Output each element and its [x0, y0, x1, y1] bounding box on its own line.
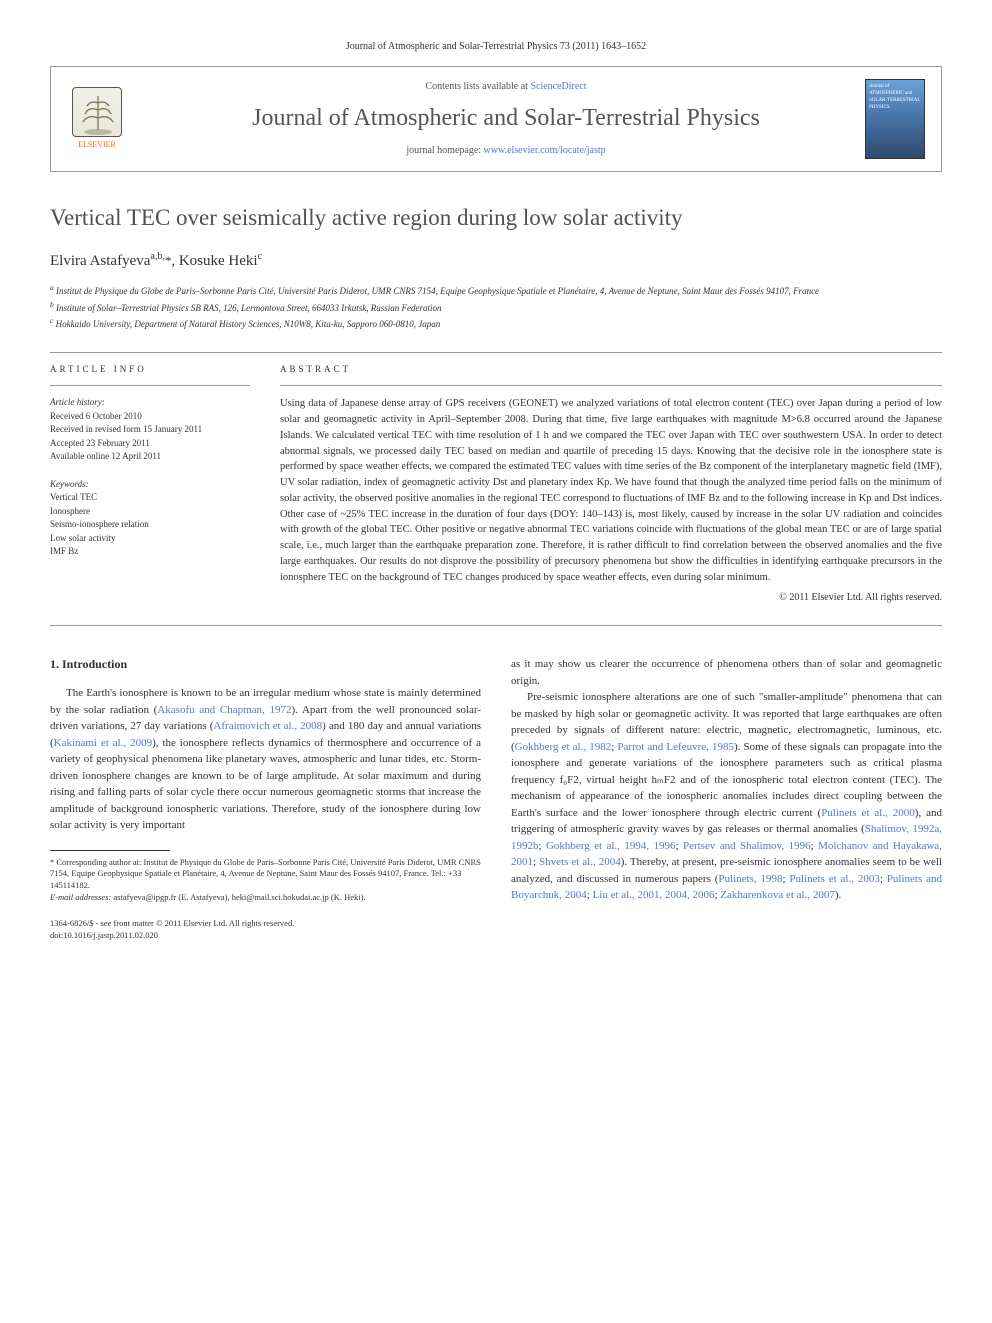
- author-2: Kosuke Heki: [179, 253, 258, 269]
- received-date: Received 6 October 2010: [50, 410, 250, 424]
- revised-date: Received in revised form 15 January 2011: [50, 423, 250, 437]
- corresp-label: * Corresponding author at:: [50, 857, 143, 867]
- affiliation-a: a Institut de Physique du Globe de Paris…: [50, 282, 942, 299]
- ref-liu[interactable]: Liu et al., 2001, 2004, 2006: [593, 889, 715, 901]
- article-title: Vertical TEC over seismically active reg…: [50, 202, 942, 234]
- sciencedirect-link[interactable]: ScienceDirect: [530, 81, 586, 92]
- journal-header-box: ELSEVIER Contents lists available at Sci…: [50, 66, 942, 172]
- author-1-affil: a,b,: [150, 251, 164, 262]
- copyright-line: © 2011 Elsevier Ltd. All rights reserved…: [280, 591, 942, 605]
- keyword-5: IMF Bz: [50, 545, 250, 559]
- elsevier-logo: ELSEVIER: [67, 84, 127, 154]
- ref-pertsev[interactable]: Pertsev and Shalimov, 1996: [683, 840, 811, 852]
- homepage-prefix: journal homepage:: [406, 145, 483, 156]
- col2-p1: as it may show us clearer the occurrence…: [511, 656, 942, 689]
- ref-afraimovich[interactable]: Afraimovich et al., 2008: [213, 720, 322, 732]
- ref-pulinets-2003[interactable]: Pulinets et al., 2003: [789, 873, 879, 885]
- ref-zakharenkova[interactable]: Zakharenkova et al., 2007: [720, 889, 835, 901]
- abstract-divider: [280, 385, 942, 386]
- keyword-2: Ionosphere: [50, 505, 250, 519]
- email-footnote: E-mail addresses: astafyeva@ipgp.fr (E. …: [50, 892, 481, 904]
- email-1[interactable]: astafyeva@ipgp.fr (E. Astafyeva): [113, 892, 227, 902]
- elsevier-label: ELSEVIER: [78, 139, 116, 150]
- history-label: Article history:: [50, 396, 250, 410]
- ref-kakinami[interactable]: Kakinami et al., 2009: [54, 737, 152, 749]
- affiliation-c: c Hokkaido University, Department of Nat…: [50, 315, 942, 332]
- article-history: Article history: Received 6 October 2010…: [50, 396, 250, 464]
- divider-bottom: [50, 625, 942, 626]
- keywords-label: Keywords:: [50, 478, 250, 492]
- author-1: Elvira Astafyeva: [50, 253, 150, 269]
- ref-gokhberg-1982[interactable]: Gokhberg et al., 1982: [515, 741, 612, 753]
- abstract-text: Using data of Japanese dense array of GP…: [280, 396, 942, 585]
- affiliation-b: b Institute of Solar–Terrestrial Physics…: [50, 299, 942, 316]
- ref-gokhberg-1994[interactable]: Gokhberg et al., 1994, 1996: [546, 840, 676, 852]
- contents-prefix: Contents lists available at: [425, 81, 530, 92]
- elsevier-tree-icon: [72, 87, 122, 137]
- keywords-block: Keywords: Vertical TEC Ionosphere Seismo…: [50, 478, 250, 559]
- email-label: E-mail addresses:: [50, 892, 113, 902]
- abstract-heading: abstract: [280, 363, 942, 376]
- bottom-meta: 1364-6826/$ - see front matter © 2011 El…: [50, 918, 481, 942]
- online-date: Available online 12 April 2011: [50, 450, 250, 464]
- keyword-4: Low solar activity: [50, 532, 250, 546]
- ref-parrot[interactable]: Parrot and Lefeuvre, 1985: [617, 741, 734, 753]
- ref-shvets[interactable]: Shvets et al., 2004: [539, 856, 621, 868]
- journal-cover-thumbnail: Journal of ATMOSPHERIC and SOLAR-TERREST…: [865, 79, 925, 159]
- ref-pulinets-2000[interactable]: Pulinets et al., 2000: [821, 807, 915, 819]
- issn-line: 1364-6826/$ - see front matter © 2011 El…: [50, 918, 481, 930]
- footnote-divider: [50, 850, 170, 851]
- ref-akasofu[interactable]: Akasofu and Chapman, 1972: [157, 704, 291, 716]
- doi-line: doi:10.1016/j.jastp.2011.02.020: [50, 930, 481, 942]
- info-divider: [50, 385, 250, 386]
- ref-pulinets-1998[interactable]: Pulinets, 1998: [718, 873, 782, 885]
- article-info-heading: article info: [50, 363, 250, 376]
- intro-paragraph-1: The Earth's ionosphere is known to be an…: [50, 685, 481, 834]
- journal-title: Journal of Atmospheric and Solar-Terrest…: [147, 102, 865, 136]
- affiliations: a Institut de Physique du Globe de Paris…: [50, 282, 942, 332]
- author-2-affil: c: [258, 251, 262, 262]
- corresponding-author-footnote: * Corresponding author at: Institut de P…: [50, 857, 481, 893]
- divider-top: [50, 352, 942, 353]
- accepted-date: Accepted 23 February 2011: [50, 437, 250, 451]
- journal-reference: Journal of Atmospheric and Solar-Terrest…: [50, 40, 942, 54]
- email-2[interactable]: heki@mail.sci.hokudai.ac.jp (K. Heki): [232, 892, 364, 902]
- col2-p2: Pre-seismic ionosphere alterations are o…: [511, 689, 942, 904]
- section-1-heading: 1. Introduction: [50, 656, 481, 673]
- contents-line: Contents lists available at ScienceDirec…: [147, 80, 865, 94]
- author-separator: ,: [171, 253, 179, 269]
- authors-line: Elvira Astafyevaa,b,*, Kosuke Hekic: [50, 250, 942, 272]
- journal-homepage-link[interactable]: www.elsevier.com/locate/jastp: [484, 145, 606, 156]
- homepage-line: journal homepage: www.elsevier.com/locat…: [147, 144, 865, 158]
- keyword-1: Vertical TEC: [50, 491, 250, 505]
- intro-continuation: as it may show us clearer the occurrence…: [511, 656, 942, 904]
- keyword-3: Seismo-ionosphere relation: [50, 518, 250, 532]
